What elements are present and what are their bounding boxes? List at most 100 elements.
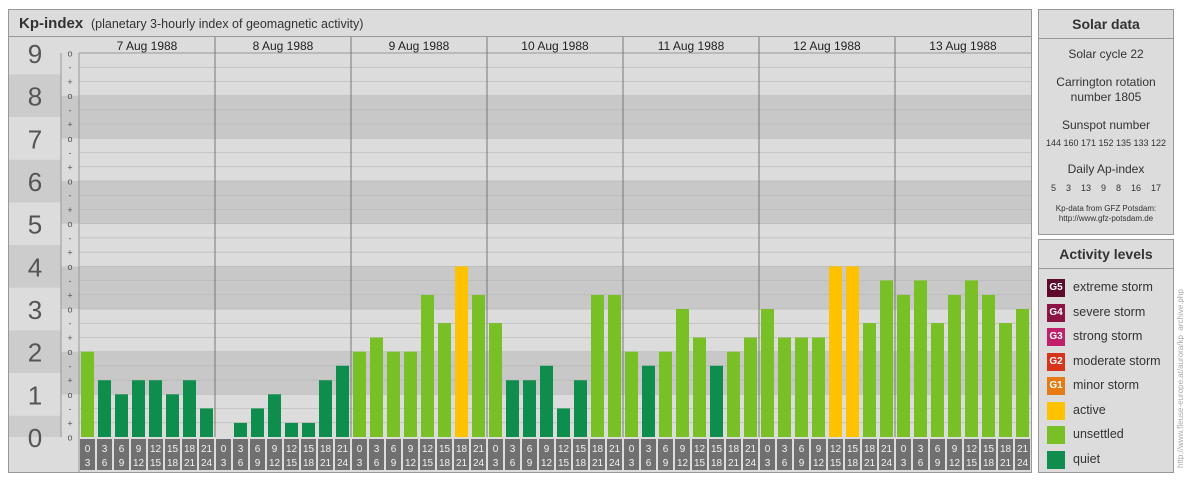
hour-start-label: 18 <box>728 444 740 455</box>
kp-bar <box>829 266 842 437</box>
day-header-row <box>79 37 1031 53</box>
hour-end-label: 15 <box>150 458 162 469</box>
kp-bar <box>744 337 757 437</box>
legend-swatch <box>1047 401 1065 420</box>
hour-box <box>760 439 775 470</box>
hour-end-label: 24 <box>745 458 757 469</box>
hour-box <box>233 439 248 470</box>
hour-start-label: 15 <box>983 444 995 455</box>
hour-box <box>777 439 792 470</box>
kp-bar <box>948 294 961 437</box>
y-subtick-label: + <box>67 248 72 258</box>
hour-box <box>165 439 180 470</box>
hour-end-label: 15 <box>422 458 434 469</box>
y-subtick-label: - <box>69 105 72 115</box>
y-subtick-label: - <box>69 319 72 329</box>
hour-start-label: 0 <box>493 444 499 455</box>
hour-box <box>97 439 112 470</box>
hour-start-label: 9 <box>408 444 414 455</box>
legend-label: unsettled <box>1073 427 1124 441</box>
y-subtick-label: - <box>69 63 72 73</box>
hour-start-label: 3 <box>918 444 924 455</box>
y-label-band <box>9 330 61 373</box>
day-label: 11 Aug 1988 <box>658 39 725 53</box>
hour-start-label: 15 <box>167 444 179 455</box>
kp-bar <box>574 380 587 437</box>
y-tick-label: 0 <box>28 423 42 453</box>
level-band <box>61 223 1031 267</box>
hour-start-label: 0 <box>357 444 363 455</box>
y-tick-label: 1 <box>28 380 42 410</box>
hour-box <box>709 439 724 470</box>
hour-box <box>590 439 605 470</box>
site-credit-text: http://www.fleuse-europe.at/aurora/kp_ar… <box>1176 289 1184 468</box>
kp-bar <box>880 280 893 437</box>
y-subtick-label: + <box>67 120 72 130</box>
site-credit-vertical: http://www.fleuse-europe.at/aurora/kp_ar… <box>1176 289 1184 468</box>
hour-box <box>794 439 809 470</box>
hour-box <box>488 439 503 470</box>
hour-start-label: 12 <box>694 444 706 455</box>
hour-start-label: 6 <box>255 444 261 455</box>
y-subtick-label: + <box>67 376 72 386</box>
hour-box <box>862 439 877 470</box>
y-subtick-label: - <box>69 148 72 158</box>
kp-bar <box>149 380 162 437</box>
hour-end-label: 9 <box>935 458 941 469</box>
hour-end-label: 24 <box>1017 458 1029 469</box>
hour-box <box>352 439 367 470</box>
legend-swatch: G2 <box>1047 352 1065 371</box>
hour-box <box>981 439 996 470</box>
hour-box <box>556 439 571 470</box>
hour-start-label: 21 <box>201 444 213 455</box>
kp-bar <box>98 380 111 437</box>
y-subtick-label: o <box>67 219 72 229</box>
solar-panel-title: Solar data <box>1039 10 1173 39</box>
y-label-band <box>9 159 61 203</box>
kp-bar <box>591 294 604 437</box>
legend-item: unsettled <box>1047 426 1171 446</box>
y-label-band <box>9 373 61 416</box>
hour-start-label: 6 <box>799 444 805 455</box>
hour-box <box>403 439 418 470</box>
hour-box <box>369 439 384 470</box>
y-subtick-label: o <box>67 91 72 101</box>
hour-end-label: 18 <box>983 458 995 469</box>
y-tick-label: 5 <box>28 210 42 240</box>
y-tick-label: 2 <box>28 338 42 368</box>
level-band <box>61 181 1031 224</box>
hour-box <box>148 439 163 470</box>
legend-item: G5 extreme storm <box>1047 279 1171 299</box>
kp-bar <box>863 323 876 437</box>
kp-bar <box>200 408 213 437</box>
hour-start-label: 12 <box>422 444 434 455</box>
hour-start-label: 3 <box>646 444 652 455</box>
hour-end-label: 18 <box>711 458 723 469</box>
hour-start-label: 15 <box>711 444 723 455</box>
hour-end-label: 3 <box>85 458 91 469</box>
kp-bar <box>659 351 672 437</box>
hour-start-label: 21 <box>473 444 485 455</box>
hour-end-label: 21 <box>320 458 332 469</box>
hour-start-label: 18 <box>592 444 604 455</box>
hour-box <box>420 439 435 470</box>
hour-box <box>964 439 979 470</box>
legend-item: G1 minor storm <box>1047 377 1171 397</box>
kp-bar <box>319 380 332 437</box>
kp-bar <box>489 323 502 437</box>
kp-bar <box>285 422 298 437</box>
hour-box <box>573 439 588 470</box>
level-band <box>61 138 1031 181</box>
hour-start-label: 6 <box>391 444 397 455</box>
day-label: 10 Aug 1988 <box>521 39 589 53</box>
hour-end-label: 3 <box>629 458 635 469</box>
hour-end-label: 18 <box>847 458 859 469</box>
y-tick-label: 6 <box>28 167 42 197</box>
hour-box <box>692 439 707 470</box>
hour-start-label: 9 <box>680 444 686 455</box>
hour-end-label: 24 <box>609 458 621 469</box>
hour-end-label: 3 <box>765 458 771 469</box>
hour-end-label: 12 <box>677 458 689 469</box>
hour-start-label: 12 <box>966 444 978 455</box>
kp-bar <box>472 294 485 437</box>
